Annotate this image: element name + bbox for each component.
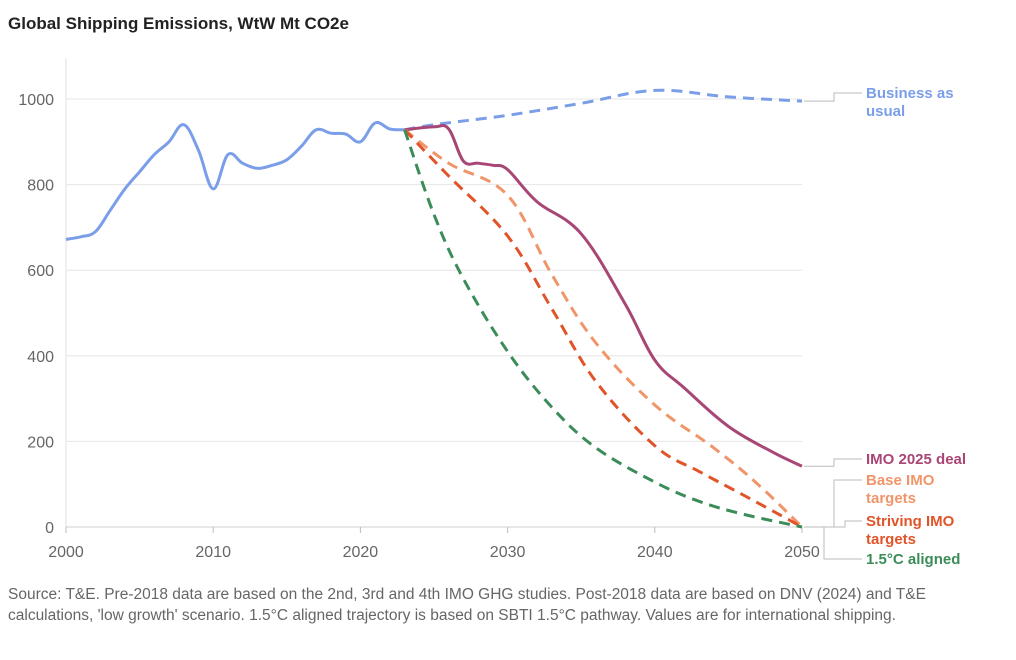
series-line-business-as-usual (404, 88, 803, 132)
x-tick-label-2010: 2010 (195, 544, 231, 561)
label-leader-lines (804, 92, 862, 560)
series-label-line: IMO 2025 deal (866, 451, 966, 468)
axes: 0 200 400 600 800 1000 2000 2010 2020 2030 2040 205… (18, 92, 819, 561)
series-line-striving-imo-targets (403, 128, 803, 529)
series-lines (65, 88, 804, 529)
series-label-line: Business as (866, 85, 954, 102)
leader-business-as-usual (804, 92, 862, 102)
x-tick-label-2020: 2020 (343, 544, 379, 561)
y-tick-label-0: 0 (45, 520, 54, 537)
series-label-line: targets (866, 490, 916, 507)
leader-striving-imo-targets (804, 520, 862, 528)
chart-title: Global Shipping Emissions, WtW Mt CO2e (8, 14, 349, 33)
x-tick-label-2040: 2040 (637, 544, 673, 561)
x-tick-label-2050: 2050 (784, 544, 820, 561)
series-line-imo-2025-deal (404, 124, 803, 468)
series-label-striving-imo-targets: Striving IMO targets (866, 513, 955, 548)
series-label-base-imo-targets: Base IMO targets (866, 472, 935, 507)
leader-base-imo-targets (804, 479, 862, 528)
x-tick-label-2000: 2000 (48, 544, 84, 561)
series-label-line: targets (866, 531, 916, 548)
leader-imo-2025-deal (804, 458, 862, 467)
gridlines (65, 58, 802, 527)
y-tick-label-400: 400 (27, 349, 54, 366)
y-tick-label-1000: 1000 (18, 92, 54, 109)
y-tick-label-800: 800 (27, 178, 54, 195)
series-line-1-5-c-aligned (403, 129, 803, 529)
series-label-line: usual (866, 103, 905, 120)
source-note: Source: T&E. Pre-2018 data are based on … (8, 586, 926, 624)
y-tick-label-600: 600 (27, 263, 54, 280)
series-line-historical (65, 121, 405, 241)
y-tick-label-200: 200 (27, 434, 54, 451)
series-line-base-imo-targets (403, 128, 804, 529)
leader-1-5-c-aligned (804, 526, 862, 560)
series-label-business-as-usual: Business as usual (866, 85, 954, 120)
series-label-1-5-c-aligned: 1.5°C aligned (866, 551, 960, 568)
series-label-line: 1.5°C aligned (866, 551, 960, 568)
x-tick-label-2030: 2030 (490, 544, 526, 561)
series-label-imo-2025-deal: IMO 2025 deal (866, 451, 966, 468)
series-label-line: Striving IMO (866, 513, 955, 530)
series-label-line: Base IMO (866, 472, 935, 489)
